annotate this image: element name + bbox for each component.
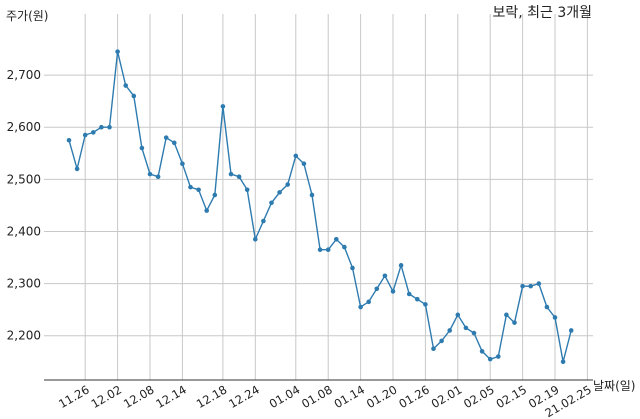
x-tick-label: 12.02 xyxy=(89,382,125,411)
data-point xyxy=(301,161,307,166)
data-point xyxy=(115,49,120,54)
data-point xyxy=(277,190,282,195)
data-point xyxy=(528,283,533,289)
data-point xyxy=(107,124,112,130)
x-tick-label: 12.08 xyxy=(121,382,157,411)
data-point xyxy=(82,132,88,138)
data-points xyxy=(66,49,574,365)
y-tick-label: 2,300 xyxy=(7,277,41,291)
data-point xyxy=(317,247,323,252)
y-tick-label: 2,500 xyxy=(7,172,41,186)
data-point xyxy=(568,328,574,333)
data-point xyxy=(220,104,226,109)
data-point xyxy=(131,93,137,99)
x-tick-label: 12.18 xyxy=(194,382,230,411)
data-point xyxy=(431,346,436,352)
data-point xyxy=(147,171,153,177)
data-point xyxy=(447,328,453,333)
x-tick-label: 01.08 xyxy=(299,382,335,411)
data-point xyxy=(398,263,404,268)
data-point xyxy=(350,265,355,271)
data-point xyxy=(293,153,299,159)
data-point xyxy=(374,286,380,292)
y-tick-label: 2,400 xyxy=(7,224,41,238)
data-point xyxy=(285,182,291,187)
data-point xyxy=(244,187,250,193)
data-point xyxy=(269,200,274,206)
data-point xyxy=(390,289,396,294)
x-tick-label: 11.26 xyxy=(56,382,92,411)
data-point xyxy=(487,356,493,362)
data-point xyxy=(366,299,372,305)
x-tick-label: 02.05 xyxy=(461,382,497,411)
data-point xyxy=(423,302,428,307)
data-point xyxy=(471,330,477,336)
x-tick-label: 12.24 xyxy=(226,382,262,411)
y-tick-label: 2,600 xyxy=(7,120,41,134)
data-point xyxy=(342,244,347,250)
data-point xyxy=(496,354,501,359)
data-point xyxy=(560,359,566,365)
data-point xyxy=(406,291,412,297)
data-point xyxy=(196,187,201,193)
x-tick-label: 01.04 xyxy=(267,382,303,411)
data-point xyxy=(261,218,266,224)
data-point xyxy=(309,192,315,198)
data-point xyxy=(439,338,444,344)
data-point xyxy=(253,236,258,242)
data-point xyxy=(358,304,363,310)
x-tick-label: 12.14 xyxy=(153,382,189,411)
data-point xyxy=(463,325,469,331)
data-point xyxy=(552,315,558,320)
data-point xyxy=(228,171,234,177)
data-point xyxy=(544,304,550,310)
data-point xyxy=(479,349,485,354)
y-axis-label: 주가(원) xyxy=(6,9,48,23)
data-point xyxy=(91,130,96,135)
data-point xyxy=(325,247,331,252)
x-tick-label: 02.15 xyxy=(494,382,530,411)
y-tick-label: 2,200 xyxy=(7,329,41,343)
data-point xyxy=(180,161,185,166)
data-point xyxy=(139,145,145,151)
data-point xyxy=(415,296,420,302)
data-point xyxy=(520,283,525,289)
x-tick-label: 02.01 xyxy=(429,382,465,411)
data-point xyxy=(188,184,193,190)
data-point xyxy=(74,166,80,172)
grid-lines xyxy=(44,14,593,380)
data-point xyxy=(99,124,104,130)
data-point xyxy=(204,208,209,213)
data-point xyxy=(163,135,169,140)
data-point xyxy=(334,236,339,242)
data-point xyxy=(536,281,542,286)
data-point xyxy=(455,312,461,318)
x-axis-label: 날짜(일) xyxy=(593,379,635,393)
data-point xyxy=(212,192,218,198)
y-tick-label: 2,700 xyxy=(7,68,41,82)
x-tick-label: 01.20 xyxy=(364,382,400,411)
chart-title: 보락, 최근 3개월 xyxy=(492,5,592,21)
data-point xyxy=(382,273,388,279)
data-point xyxy=(512,320,517,325)
series-line xyxy=(68,51,572,362)
data-point xyxy=(155,174,161,180)
y-tick-labels: 2,200 2,300 2,400 2,500 2,600 2,700 xyxy=(7,68,41,343)
data-point xyxy=(236,174,242,180)
data-point xyxy=(123,83,128,88)
x-tick-label: 01.26 xyxy=(396,382,432,411)
data-point xyxy=(66,137,72,143)
x-tick-label: 01.14 xyxy=(332,382,368,411)
data-point xyxy=(172,140,177,146)
data-point xyxy=(504,312,509,318)
